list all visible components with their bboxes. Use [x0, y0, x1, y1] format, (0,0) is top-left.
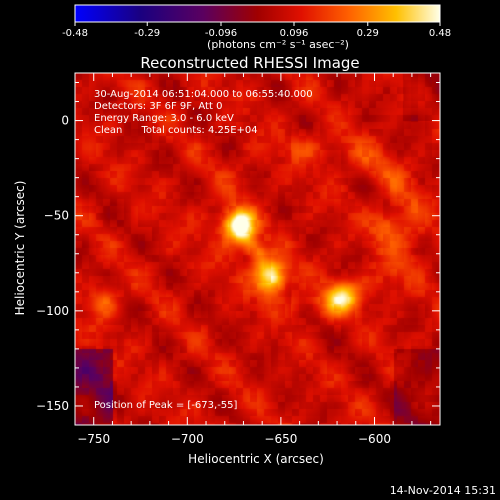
colorbar-tick-labels: -0.48 -0.29 -0.096 0.096 0.29 0.48 [62, 28, 451, 39]
annotation-energy: Energy Range: 3.0 - 6.0 keV [94, 113, 234, 124]
y-tick-label: 0 [61, 114, 69, 128]
annotation-time-range: 30-Aug-2014 06:51:04.000 to 06:55:40.000 [94, 89, 313, 100]
footer-timestamp: 14-Nov-2014 15:31 [390, 484, 496, 497]
chart-title: Reconstructed RHESSI Image [140, 54, 359, 72]
x-axis-label: Heliocentric X (arcsec) [188, 452, 324, 466]
y-tick-label: −100 [36, 304, 69, 318]
colorbar [74, 4, 441, 23]
annotation-clean: Clean Total counts: 4.25E+04 [94, 125, 258, 136]
y-tick-label: −50 [44, 209, 69, 223]
axis-ticks [74, 73, 440, 426]
annotation-peak-position: Position of Peak = [-673,-55] [94, 400, 238, 411]
x-tick-label: −750 [77, 432, 110, 446]
x-tick-labels: −750 −700 −650 −600 [77, 432, 391, 446]
colorbar-tick-label: 0.29 [357, 28, 379, 39]
y-tick-label: −150 [36, 399, 69, 413]
colorbar-ticks [74, 22, 441, 26]
colorbar-tick-label: -0.29 [134, 28, 160, 39]
colorbar-tick-label: -0.096 [205, 28, 237, 39]
colorbar-unit-label: (photons cm⁻² s⁻¹ asec⁻²) [207, 38, 349, 51]
colorbar-tick-label: 0.096 [280, 28, 309, 39]
x-tick-label: −650 [264, 432, 297, 446]
colorbar-tick-label: -0.48 [62, 28, 88, 39]
annotation-detectors: Detectors: 3F 6F 9F, Att 0 [94, 101, 222, 112]
x-tick-label: −700 [171, 432, 204, 446]
plot-frame [74, 72, 441, 426]
x-tick-label: −600 [358, 432, 391, 446]
y-axis-label: Heliocentric Y (arcsec) [13, 181, 27, 316]
heatmap-image [75, 73, 440, 425]
colorbar-tick-label: 0.48 [429, 28, 451, 39]
y-tick-labels: −150 −100 −50 0 [36, 114, 69, 413]
